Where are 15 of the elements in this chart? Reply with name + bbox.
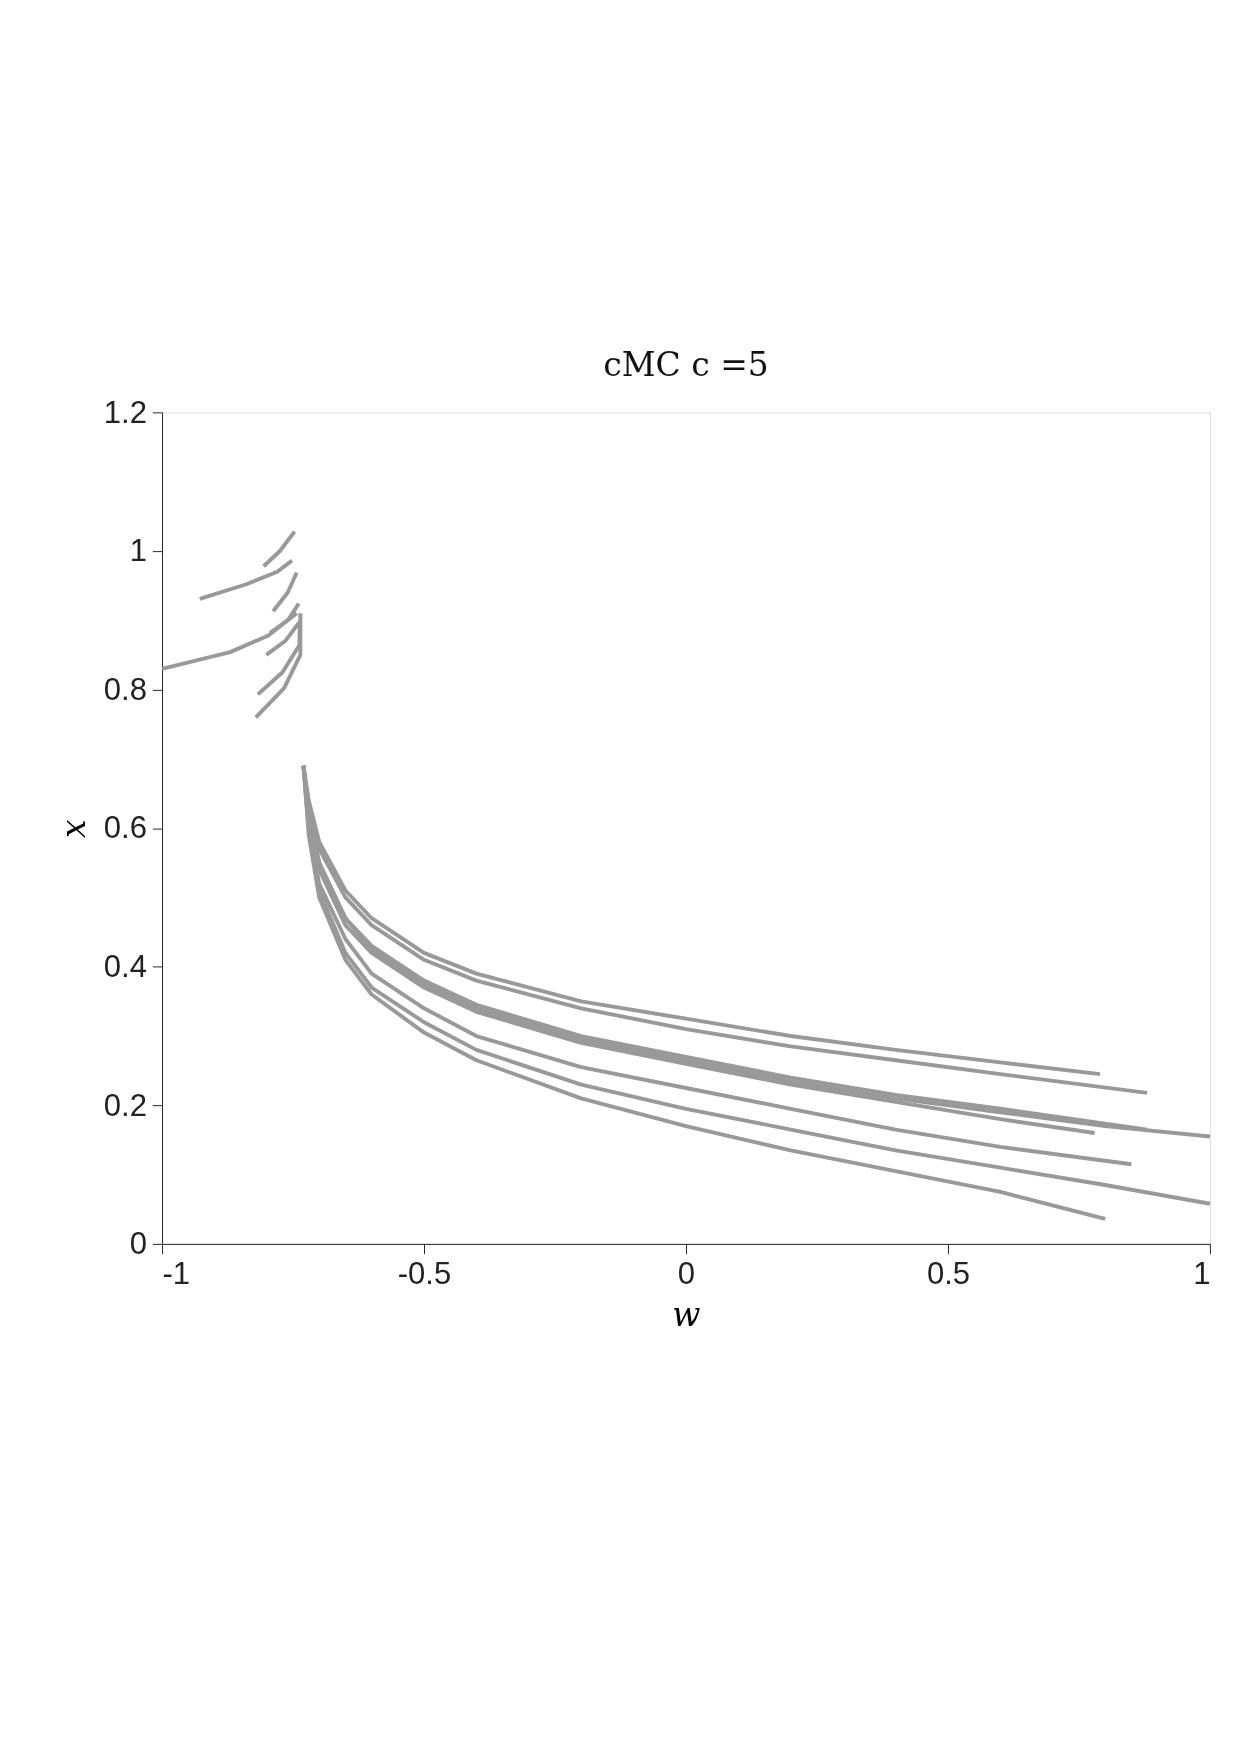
y-tick-label: 0 <box>129 1226 147 1262</box>
chart-title: cMC c =5 <box>603 345 769 385</box>
x-tick-label: 0.5 <box>926 1256 971 1292</box>
y-tick-label: 0.4 <box>103 948 147 984</box>
x-tick-label: 1 <box>1193 1256 1211 1292</box>
x-tick-label: -0.5 <box>397 1256 452 1292</box>
y-tick-label: 1 <box>129 533 147 569</box>
y-tick-label: 1.2 <box>103 394 147 430</box>
x-tick-label: -1 <box>162 1256 191 1292</box>
y-axis-title: x <box>54 818 94 838</box>
y-tick-label: 0.6 <box>103 810 147 846</box>
y-tick-label: 0.2 <box>103 1087 147 1123</box>
y-tick-label: 0.8 <box>103 671 147 707</box>
x-axis-title: w <box>672 1294 701 1334</box>
x-tick-label: 0 <box>677 1256 696 1292</box>
